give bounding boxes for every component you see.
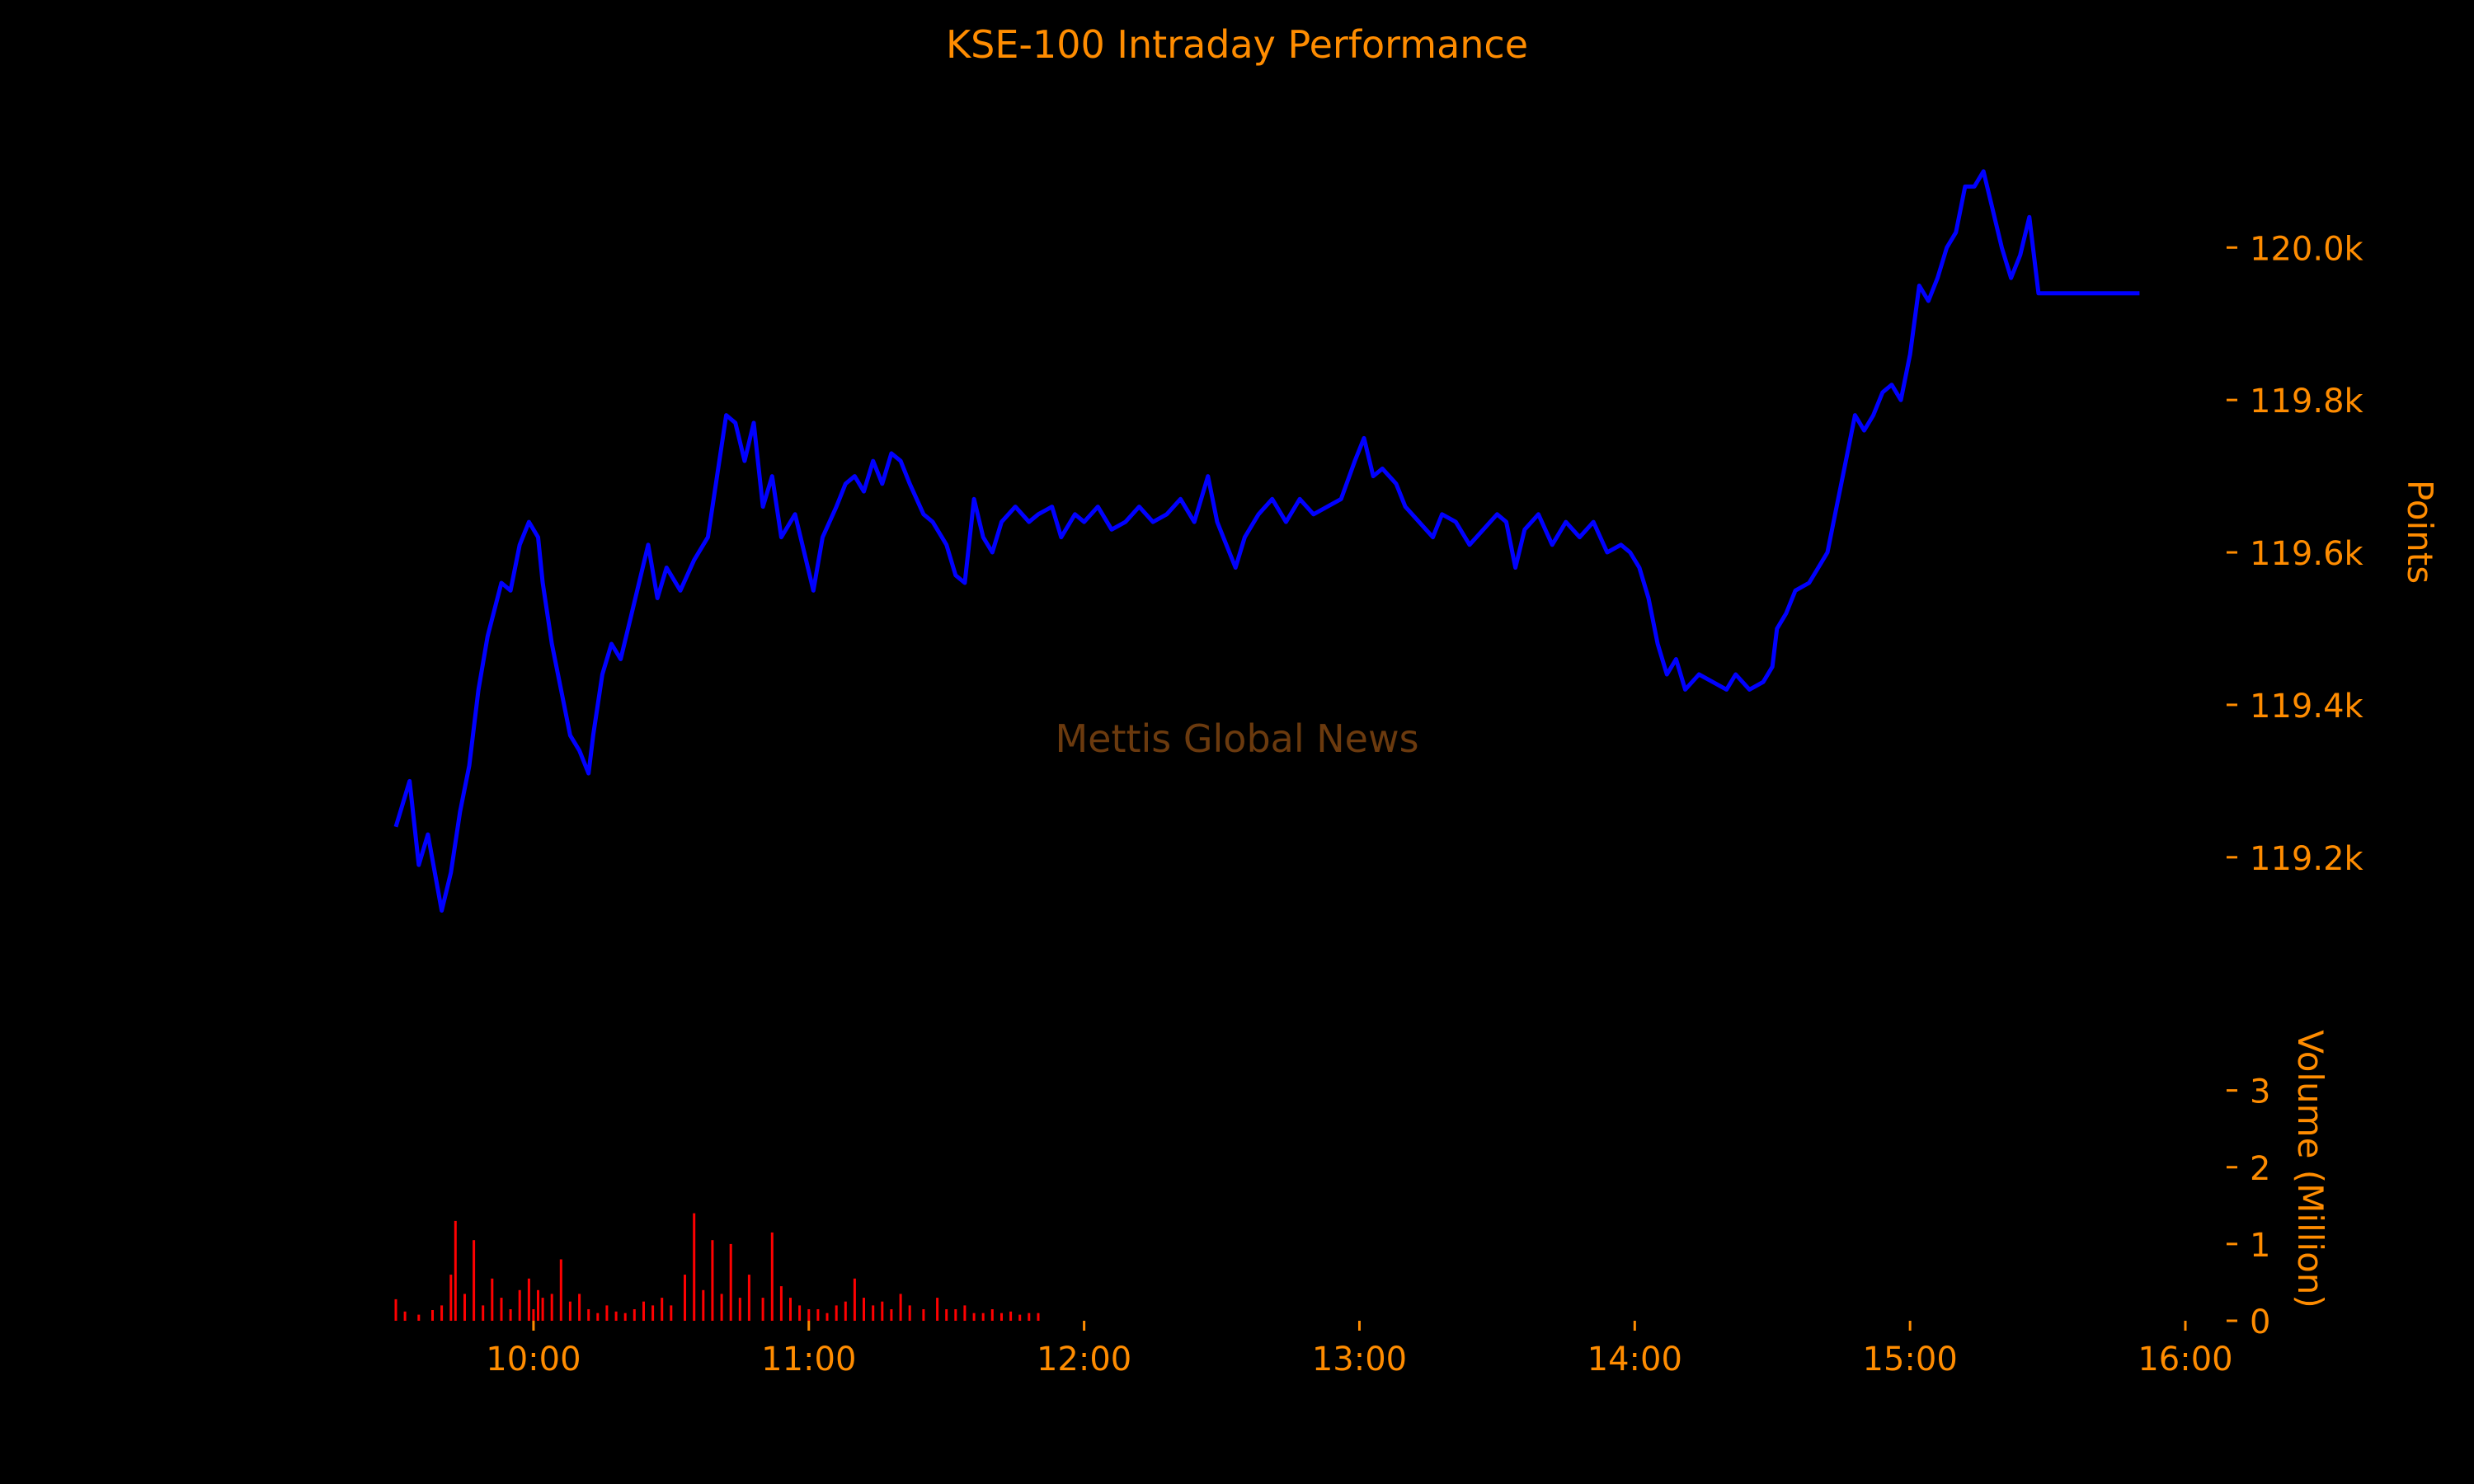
volume-bar [568,1301,571,1321]
volume-bar [816,1309,820,1321]
volume-bar [972,1313,976,1321]
volume-bar [779,1286,783,1321]
volume-bar [463,1294,466,1321]
volume-tick-label: 2 [2250,1150,2270,1188]
volume-bar [738,1298,741,1321]
volume-bar [394,1298,397,1321]
volume-bar [747,1275,750,1321]
volume-bar [605,1305,609,1321]
volume-bar [835,1305,838,1321]
volume-bar [844,1301,847,1321]
volume-bar [1028,1313,1031,1321]
volume-bar [711,1240,714,1321]
volume-bar [537,1289,539,1321]
time-tick-label: 14:00 [1587,1341,1682,1378]
volume-bar [417,1314,421,1321]
volume-bar [550,1294,553,1321]
volume-bar [990,1309,994,1321]
volume-bar [693,1213,696,1321]
volume-bar [651,1305,655,1321]
volume-bar [963,1305,967,1321]
volume-bar [761,1298,764,1321]
volume-bar [578,1294,581,1321]
volume-bar [798,1305,802,1321]
volume-bar [908,1305,911,1321]
volume-bar [661,1298,664,1321]
volume-bar [684,1275,686,1321]
watermark: Mettis Global News [1055,716,1418,761]
price-tick-label: 119.4k [2250,688,2364,726]
volume-bar [527,1278,530,1321]
price-series-line [393,169,2140,913]
time-tick-label: 16:00 [2138,1341,2232,1378]
volume-bar [729,1243,732,1321]
volume-bar [1018,1314,1022,1321]
volume-bar [670,1305,673,1321]
volume-bar [825,1313,829,1321]
time-tick-label: 12:00 [1037,1341,1131,1378]
time-tick-label: 11:00 [761,1341,856,1378]
price-tick-label: 119.6k [2250,535,2364,573]
volume-tick-label: 3 [2250,1073,2270,1111]
volume-bar [491,1278,494,1321]
volume-bar [922,1309,925,1321]
price-panel: 119.2k 119.4k 119.6k 119.8k 120.0k [393,169,2364,913]
volume-bar [789,1298,792,1321]
volume-bar [614,1311,618,1321]
volume-bar [596,1313,600,1321]
volume-bar [642,1301,645,1321]
volume-tick-label: 1 [2250,1227,2270,1265]
volume-bar [890,1309,893,1321]
volume-bar [587,1309,590,1321]
volume-bar [449,1275,453,1321]
volume-bar [770,1232,774,1321]
volume-bar [981,1313,985,1321]
chart-title: KSE-100 Intraday Performance [946,22,1528,67]
volume-bar [807,1309,811,1321]
volume-bar [454,1220,457,1321]
volume-bar [853,1278,856,1321]
volume-bar [633,1309,636,1321]
volume-panel: 0 1 2 3 10:00 11:00 12:00 13:00 14:00 15:00 16:00 [394,1073,2270,1378]
volume-bar [532,1309,535,1321]
volume-bar [518,1289,521,1321]
volume-bar [482,1305,485,1321]
volume-bar [1009,1311,1013,1321]
volume-bar [509,1309,512,1321]
volume-bar [541,1298,544,1321]
price-tick-label: 119.8k [2250,383,2364,420]
volume-tick-label: 0 [2250,1303,2270,1341]
time-tick-label: 15:00 [1863,1341,1958,1378]
volume-bar [559,1259,562,1321]
time-tick-label: 10:00 [486,1341,581,1378]
volume-bar [863,1298,865,1321]
volume-bar [945,1309,948,1321]
volume-bar [403,1311,407,1321]
price-tick-label: 120.0k [2250,230,2364,268]
volume-bar [1000,1313,1003,1321]
volume-bar [702,1289,705,1321]
volume-bar [872,1305,875,1321]
volume-bar [500,1298,503,1321]
volume-bar [881,1301,884,1321]
price-axis-label: Points [2400,480,2440,584]
price-tick-label: 119.2k [2250,840,2364,878]
volume-bar [954,1309,957,1321]
volume-bar [936,1298,939,1321]
volume-bar [720,1294,723,1321]
volume-bar [431,1310,434,1321]
volume-axis-label: Volume (Million) [2290,1030,2331,1308]
volume-bar [473,1240,476,1321]
volume-bar [440,1305,444,1321]
volume-bar [623,1313,627,1321]
time-tick-label: 13:00 [1312,1341,1407,1378]
volume-bar [1037,1313,1040,1321]
volume-bar [899,1294,902,1321]
